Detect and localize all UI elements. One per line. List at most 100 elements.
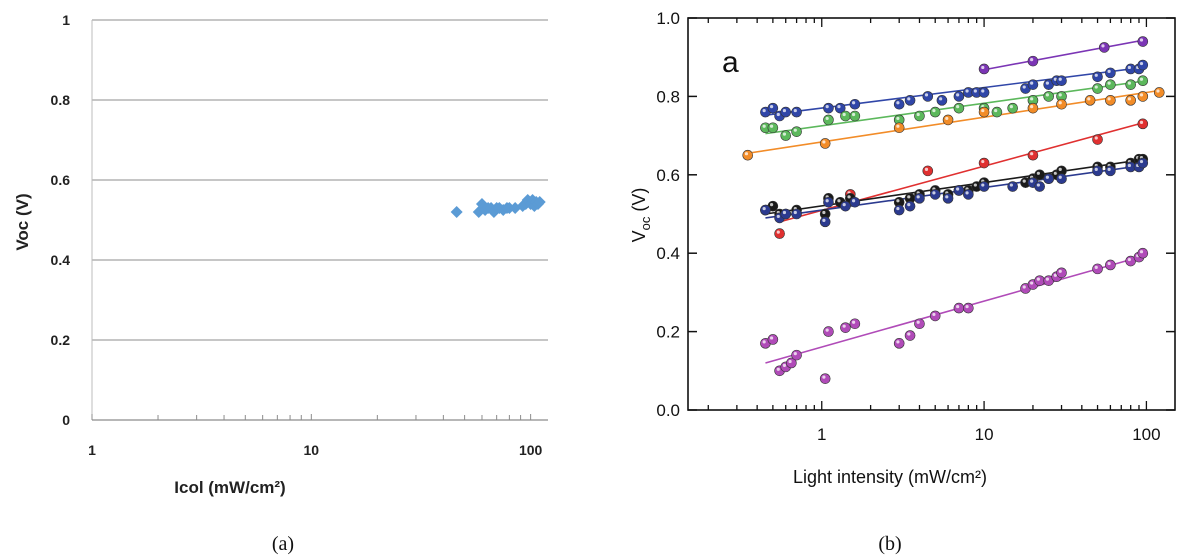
- chart-a-y-tick-label: 0.2: [51, 332, 71, 348]
- chart-b-data-point: [1137, 247, 1149, 259]
- chart-b-data-point-highlight: [924, 93, 929, 97]
- chart-b-data-point-highlight: [1030, 152, 1034, 156]
- chart-b-data-points: [742, 36, 1165, 384]
- chart-b-data-point: [791, 349, 802, 361]
- chart-b-x-tick-label: 100: [1132, 425, 1160, 444]
- chart-b-data-point-highlight: [1127, 81, 1131, 85]
- chart-b-data-point: [1056, 173, 1067, 185]
- chart-b-data-point: [1043, 91, 1054, 102]
- chart-b-panel-label: a: [722, 46, 739, 79]
- chart-b-data-point: [1092, 165, 1103, 177]
- chart-b-caption: (b): [878, 533, 901, 555]
- chart-b-data-point-highlight: [939, 97, 943, 101]
- chart-b-data-point: [936, 95, 948, 106]
- chart-b-data-point-highlight: [1030, 179, 1034, 183]
- chart-b-data-point-highlight: [1036, 183, 1040, 187]
- chart-b-data-point-highlight: [965, 89, 969, 93]
- chart-b-data-point-highlight: [932, 108, 936, 113]
- chart-a: 0 0.2 0.4 0.6 0.8 1 1 10 100 Icol (mW/cm²) Voc …: [13, 12, 548, 555]
- chart-b-data-point: [942, 193, 954, 204]
- chart-b-data-point-highlight: [973, 183, 977, 187]
- chart-a-gridlines: [92, 19, 548, 341]
- chart-b-data-point: [1153, 87, 1165, 98]
- chart-b-data-point-highlight: [847, 195, 851, 199]
- chart-b-data-point-highlight: [762, 340, 766, 344]
- chart-a-data-point: [533, 196, 546, 208]
- chart-b-data-point-highlight: [932, 191, 936, 195]
- chart-b-data-point-highlight: [981, 65, 985, 70]
- chart-b-data-point: [840, 200, 851, 212]
- chart-b-data-point-highlight: [1094, 85, 1098, 89]
- chart-b-data-point-highlight: [1030, 97, 1034, 101]
- chart-b-data-point: [978, 106, 990, 118]
- chart-b-data-point-highlight: [981, 183, 985, 187]
- chart-a-caption: (a): [272, 533, 294, 555]
- chart-b-data-point-highlight: [822, 218, 826, 222]
- chart-b-data-point: [1056, 267, 1067, 279]
- chart-b-data-point-highlight: [776, 112, 780, 117]
- chart-b-data-point: [1034, 169, 1045, 181]
- chart-b-data-point-highlight: [769, 124, 774, 128]
- chart-b-data-point-highlight: [1107, 167, 1111, 171]
- chart-b-data-point-highlight: [776, 214, 780, 219]
- chart-b: 0.0 0.2 0.4 0.6 0.8 1.0 1 10 100 a Light intens…: [629, 9, 1176, 555]
- chart-b-data-point: [1027, 79, 1039, 90]
- chart-b-data-point: [1092, 71, 1103, 83]
- chart-b-data-point: [963, 302, 974, 314]
- chart-b-data-point-highlight: [1101, 44, 1105, 48]
- chart-b-x-tick-label: 1: [817, 425, 826, 444]
- chart-b-data-point: [1056, 98, 1067, 110]
- chart-b-data-point-highlight: [1139, 38, 1144, 42]
- chart-b-data-point-highlight: [1139, 77, 1144, 81]
- chart-a-x-tick-label: 10: [304, 442, 320, 458]
- chart-b-data-point: [963, 189, 974, 200]
- chart-b-data-point-highlight: [788, 359, 792, 364]
- chart-b-y-tick-label: 0.4: [656, 244, 680, 263]
- chart-b-data-point-highlight: [1094, 167, 1098, 171]
- chart-b-data-point-highlight: [1107, 261, 1111, 266]
- chart-b-data-point-highlight: [851, 199, 856, 203]
- chart-b-data-point-highlight: [1139, 159, 1144, 164]
- chart-b-data-point-highlight: [1094, 265, 1098, 269]
- chart-b-data-point-highlight: [1053, 171, 1057, 175]
- chart-b-data-point-highlight: [842, 324, 846, 328]
- chart-b-data-point-highlight: [842, 112, 846, 117]
- chart-b-data-point-highlight: [973, 89, 977, 93]
- chart-b-data-point-highlight: [907, 332, 911, 336]
- chart-a-data-points: [450, 194, 546, 218]
- chart-a-data-point: [450, 206, 463, 218]
- chart-b-data-point-highlight: [896, 116, 900, 121]
- chart-b-data-point-highlight: [965, 191, 969, 195]
- chart-b-data-point-highlight: [1139, 61, 1144, 66]
- chart-b-y-axis-label: Voc (V): [629, 188, 653, 243]
- chart-b-data-point: [840, 322, 851, 333]
- chart-b-data-point: [1137, 157, 1149, 169]
- chart-b-data-point: [1043, 173, 1054, 185]
- chart-b-data-point-highlight: [1009, 105, 1013, 109]
- chart-b-data-point-highlight: [1127, 65, 1131, 70]
- chart-b-data-point: [791, 126, 802, 137]
- chart-b-x-tick-labels: 1 10 100: [817, 425, 1161, 444]
- chart-b-data-point: [914, 193, 925, 204]
- chart-b-data-point-highlight: [1107, 81, 1111, 85]
- chart-b-data-point: [904, 95, 916, 106]
- chart-b-x-axis-label: Light intensity (mW/cm²): [793, 467, 987, 487]
- chart-b-data-point-highlight: [945, 195, 949, 199]
- chart-b-data-point: [893, 338, 905, 349]
- chart-b-data-point: [1105, 259, 1116, 271]
- chart-b-data-point: [1137, 59, 1149, 71]
- chart-b-data-point: [849, 98, 861, 110]
- chart-b-data-point: [1056, 75, 1067, 87]
- chart-b-data-point: [819, 216, 831, 228]
- chart-b-data-point: [922, 165, 934, 177]
- chart-b-data-point-highlight: [896, 199, 900, 203]
- chart-b-data-point-highlight: [782, 363, 787, 367]
- chart-b-data-point: [914, 110, 925, 122]
- chart-b-data-point: [774, 228, 785, 239]
- chart-b-data-point-highlight: [822, 375, 826, 379]
- chart-b-data-point-highlight: [793, 108, 797, 113]
- chart-b-data-point-highlight: [793, 210, 797, 215]
- chart-b-data-point: [1092, 83, 1103, 94]
- chart-b-data-point: [953, 185, 965, 196]
